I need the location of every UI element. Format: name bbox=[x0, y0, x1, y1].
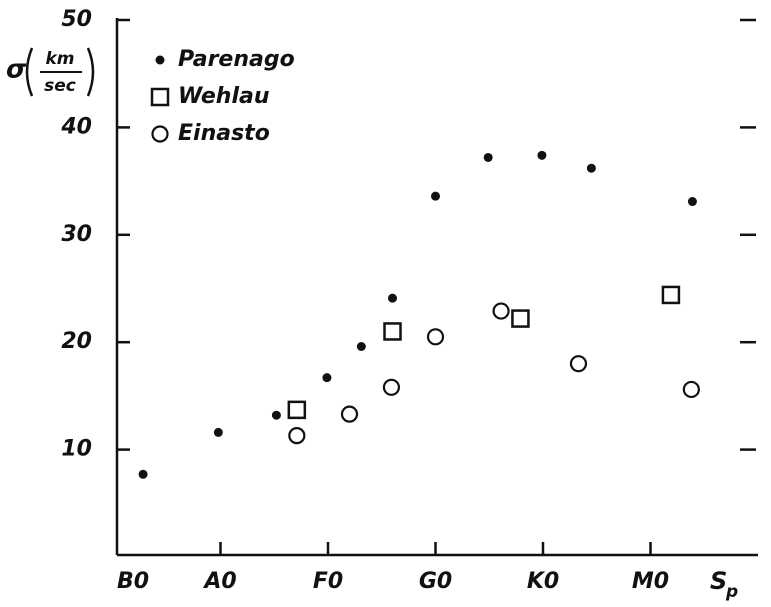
point bbox=[388, 293, 397, 303]
point bbox=[483, 152, 493, 162]
point bbox=[586, 163, 596, 173]
point bbox=[682, 380, 700, 399]
y-tick-label: 20 bbox=[61, 329, 92, 354]
point bbox=[356, 341, 366, 351]
y-label-numerator: km bbox=[45, 49, 74, 69]
y-tick-label: 40 bbox=[60, 114, 92, 139]
x-tick-label: G0 bbox=[419, 569, 452, 594]
legend-label: Wehlau bbox=[178, 84, 270, 109]
legend-marker bbox=[150, 87, 170, 107]
point bbox=[383, 322, 402, 341]
point bbox=[213, 427, 223, 437]
legend-label: Parenago bbox=[178, 47, 295, 72]
point bbox=[511, 309, 530, 328]
point bbox=[661, 285, 681, 305]
legend-label: Einasto bbox=[178, 121, 270, 146]
point bbox=[492, 302, 510, 320]
y-label-denominator: sec bbox=[44, 76, 76, 96]
x-tick-label: F0 bbox=[313, 569, 343, 594]
x-label: S bbox=[710, 567, 727, 595]
point bbox=[382, 378, 401, 396]
point bbox=[138, 469, 148, 479]
x-tick-label: K0 bbox=[527, 569, 559, 594]
point bbox=[426, 328, 445, 346]
paren bbox=[25, 47, 34, 97]
point bbox=[537, 150, 547, 160]
point bbox=[340, 405, 359, 423]
x-tick-label: B0 bbox=[117, 569, 149, 594]
x-tick-label: M0 bbox=[632, 569, 669, 594]
y-tick-label: 50 bbox=[61, 7, 92, 32]
point bbox=[287, 400, 307, 420]
legend-marker bbox=[155, 55, 165, 65]
x-tick-label: A0 bbox=[202, 569, 236, 594]
point bbox=[687, 197, 697, 207]
y-tick-label: 10 bbox=[61, 437, 92, 462]
x-label-sub: p bbox=[725, 582, 738, 602]
point bbox=[569, 355, 588, 373]
y-label-symbol: σ bbox=[6, 55, 27, 85]
legend-marker bbox=[151, 125, 169, 143]
y-tick-label: 30 bbox=[61, 222, 92, 247]
point bbox=[271, 410, 281, 420]
point bbox=[322, 373, 332, 383]
paren bbox=[86, 47, 95, 97]
point bbox=[431, 191, 440, 201]
point bbox=[288, 427, 306, 445]
